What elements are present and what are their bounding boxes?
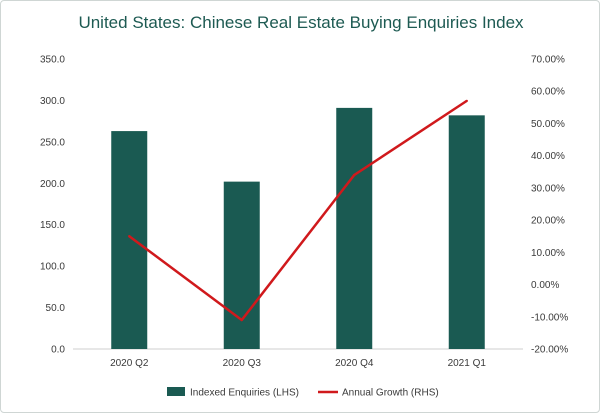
x-axis-tick-label: 2020 Q2 bbox=[110, 358, 149, 369]
x-axis-tick-label: 2021 Q1 bbox=[448, 358, 487, 369]
bar bbox=[223, 181, 260, 349]
bar bbox=[336, 107, 373, 349]
x-axis-tick-label: 2020 Q3 bbox=[223, 358, 262, 369]
right-axis-tick-label: 70.00% bbox=[531, 55, 565, 66]
x-axis-labels: 2020 Q2 2020 Q3 2020 Q4 2021 Q1 bbox=[110, 358, 486, 369]
line-point bbox=[353, 173, 356, 177]
left-axis-tick-label: 250.0 bbox=[40, 137, 65, 148]
left-axis-tick-label: 300.0 bbox=[40, 96, 65, 107]
right-axis-tick-label: 20.00% bbox=[531, 216, 565, 227]
line-point bbox=[465, 99, 468, 103]
growth-line bbox=[128, 99, 468, 322]
bar bbox=[111, 131, 148, 349]
right-axis-tick-label: 30.00% bbox=[531, 183, 565, 194]
bar bbox=[448, 115, 485, 349]
x-axis-tick-label: 2020 Q4 bbox=[335, 358, 374, 369]
left-axis-tick-label: 100.0 bbox=[40, 262, 65, 273]
right-axis-tick-label: -10.00% bbox=[531, 312, 568, 323]
right-axis-tick-label: -20.00% bbox=[531, 345, 568, 356]
line-point bbox=[240, 318, 243, 322]
legend-swatch-bar bbox=[167, 387, 185, 396]
right-axis-tick-label: 10.00% bbox=[531, 248, 565, 259]
chart-title: United States: Chinese Real Estate Buyin… bbox=[78, 13, 524, 32]
right-axis-tick-label: 40.00% bbox=[531, 151, 565, 162]
left-axis-tick-label: 200.0 bbox=[40, 179, 65, 190]
right-axis-tick-label: 50.00% bbox=[531, 119, 565, 130]
left-axis-tick-label: 350.0 bbox=[40, 55, 65, 66]
legend-label-bar: Indexed Enquiries (LHS) bbox=[190, 388, 299, 399]
legend: Indexed Enquiries (LHS) Annual Growth (RH… bbox=[167, 387, 439, 399]
bar-series bbox=[111, 107, 485, 349]
legend-label-line: Annual Growth (RHS) bbox=[342, 388, 439, 399]
left-axis-tick-label: 50.0 bbox=[46, 303, 66, 314]
line-point bbox=[128, 235, 131, 238]
right-axis-tick-label: 60.00% bbox=[531, 87, 565, 98]
left-axis-tick-label: 0.0 bbox=[51, 345, 65, 356]
right-axis-tick-label: 0.00% bbox=[531, 280, 559, 291]
axes: 0.0 50.0 100.0 150.0 200.0 250.0 300.0 350.0 -20… bbox=[40, 55, 568, 356]
line-series bbox=[128, 99, 468, 322]
left-axis-tick-label: 150.0 bbox=[40, 220, 65, 231]
